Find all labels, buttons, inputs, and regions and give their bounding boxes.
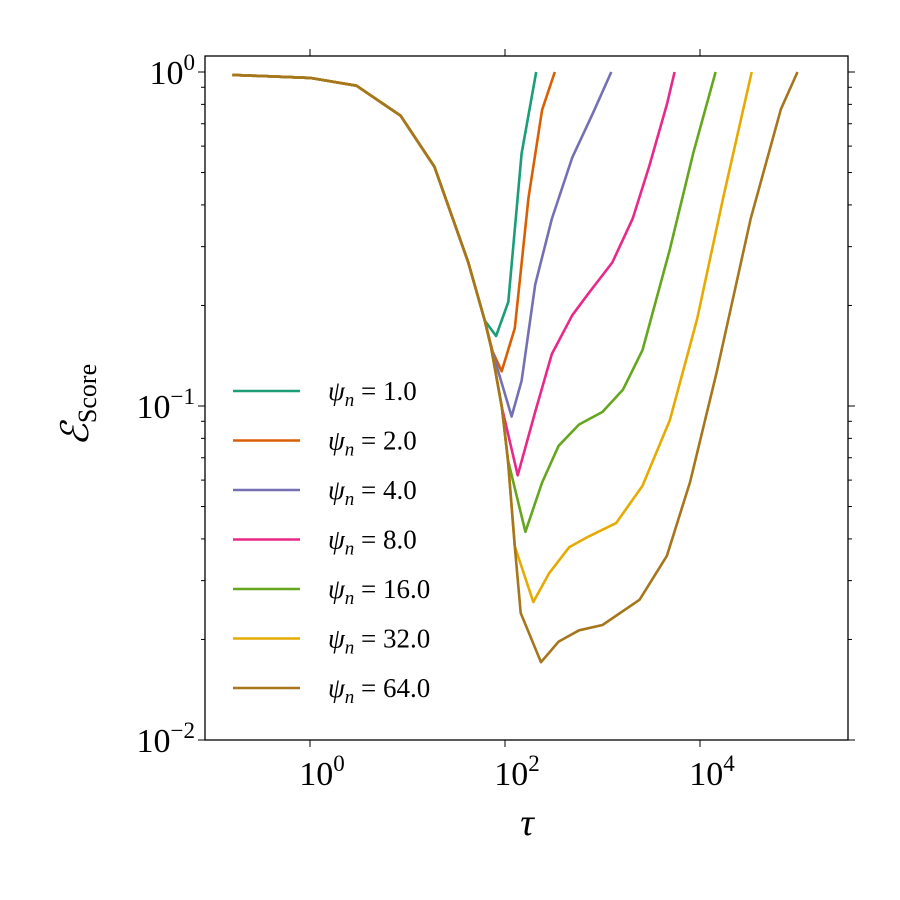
legend-item: ψn = 4.0 [233,475,417,510]
legend-label: ψn = 1.0 [328,376,417,411]
legend-item: ψn = 1.0 [233,376,417,411]
legend-label: ψn = 32.0 [328,624,430,659]
ticks-layer: 100 102 104 100 10−1 10−2 [137,49,855,793]
x-tick-label: 102 [494,751,540,793]
x-tick-label: 104 [689,751,735,793]
x-tick-label: 100 [299,751,345,793]
series-line-5 [232,71,753,604]
legend-item: ψn = 2.0 [233,426,417,461]
y-tick-label: 100 [150,50,196,92]
y-tick-label: 10−1 [137,384,195,426]
legend: ψn = 1.0 ψn = 2.0 ψn = 4.0 ψn = 8.0 ψn = 16.… [233,376,430,708]
series-line-0 [232,71,538,338]
series-line-6 [232,71,799,664]
series-line-1 [232,71,557,373]
series-line-4 [232,71,717,534]
plot-frame [204,55,849,741]
legend-item: ψn = 8.0 [233,525,417,560]
series-layer [232,71,799,664]
legend-item: ψn = 64.0 [233,673,430,708]
legend-label: ψn = 2.0 [328,426,417,461]
legend-label: ψn = 4.0 [328,475,417,510]
series-line-3 [232,71,676,477]
y-axis-label: ℰScore [55,364,102,446]
legend-item: ψn = 32.0 [233,624,430,659]
y-tick-label: 10−2 [137,718,195,760]
legend-label: ψn = 8.0 [328,525,417,560]
legend-label: ψn = 16.0 [328,574,430,609]
legend-label: ψn = 64.0 [328,673,430,708]
series-line-2 [232,71,613,418]
x-axis-label: τ [520,802,535,844]
legend-item: ψn = 16.0 [233,574,430,609]
